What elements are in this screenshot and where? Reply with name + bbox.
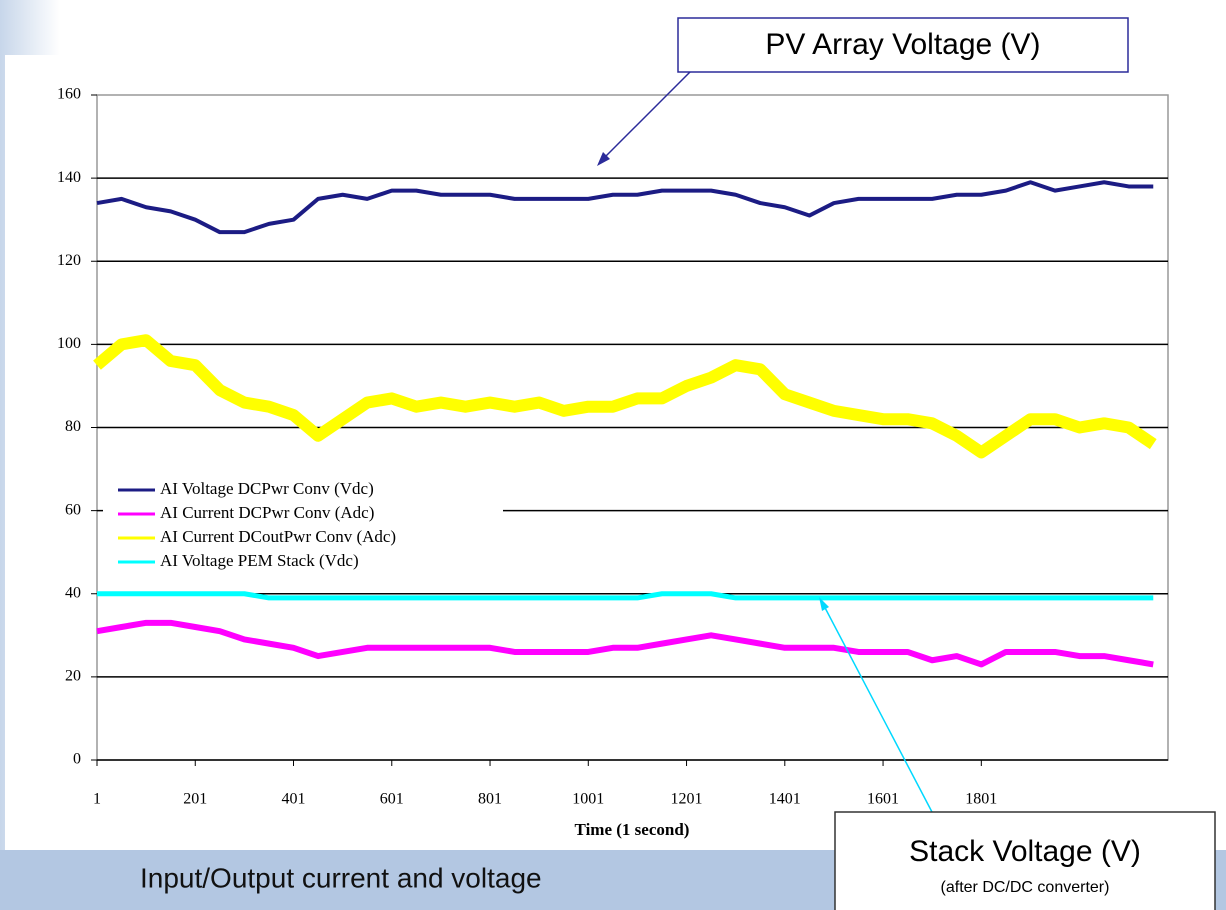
- x-tick-label: 1801: [965, 791, 997, 808]
- annotation-subtext: (after DC/DC converter): [941, 879, 1110, 896]
- x-tick-label: 201: [183, 791, 207, 808]
- arrow-head: [819, 597, 829, 611]
- y-tick-label: 120: [57, 252, 81, 269]
- x-tick-label: 1001: [572, 791, 604, 808]
- annotation-box: [677, 17, 1129, 73]
- x-tick-label: 1601: [867, 791, 899, 808]
- y-tick-label: 80: [65, 418, 81, 435]
- y-tick-label: 140: [57, 169, 81, 186]
- y-tick-label: 160: [57, 86, 81, 103]
- legend-label: AI Voltage PEM Stack (Vdc): [160, 551, 359, 570]
- annotation-text: Stack Voltage (V): [909, 835, 1141, 868]
- x-tick-label: 801: [478, 791, 502, 808]
- legend-label: AI Current DCoutPwr Conv (Adc): [160, 527, 396, 546]
- y-tick-label: 60: [65, 501, 81, 518]
- annotation-text: PV Array Voltage (V): [765, 28, 1040, 61]
- y-tick-label: 0: [73, 751, 81, 768]
- x-axis-label: Time (1 second): [575, 820, 690, 839]
- legend: AI Voltage DCPwr Conv (Vdc) AI Current DC…: [103, 478, 503, 574]
- series-line: [97, 591, 1154, 601]
- series-line: [96, 180, 1154, 235]
- x-tick-label: 1401: [769, 791, 801, 808]
- legend-box: [103, 478, 503, 574]
- arrow-head: [597, 152, 610, 166]
- annotation-arrow: [599, 71, 691, 163]
- x-tick-label: 601: [380, 791, 404, 808]
- annotation-arrow: [821, 601, 933, 813]
- series-line: [93, 334, 1157, 459]
- y-tick-label: 20: [65, 668, 81, 685]
- slide-caption: Input/Output current and voltage: [140, 862, 542, 893]
- x-tick-label: 1201: [671, 791, 703, 808]
- annotation-box: [834, 811, 1216, 910]
- y-tick-label: 40: [65, 584, 81, 601]
- y-tick-label: 100: [57, 335, 81, 352]
- x-tick-label: 1: [93, 791, 101, 808]
- series-line: [96, 619, 1154, 668]
- x-tick-label: 401: [282, 791, 306, 808]
- chart-background: [5, 55, 1190, 850]
- legend-label: AI Current DCPwr Conv (Adc): [160, 503, 374, 522]
- legend-label: AI Voltage DCPwr Conv (Vdc): [160, 479, 374, 498]
